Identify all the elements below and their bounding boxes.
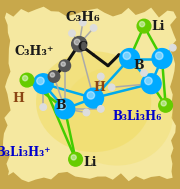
Circle shape: [33, 74, 53, 94]
Text: B: B: [56, 99, 67, 112]
Circle shape: [145, 77, 152, 85]
Circle shape: [58, 102, 66, 110]
Text: C: C: [78, 41, 88, 54]
Text: Li: Li: [152, 20, 165, 33]
Ellipse shape: [36, 51, 151, 152]
Circle shape: [61, 62, 65, 66]
Circle shape: [84, 88, 103, 108]
Circle shape: [20, 73, 34, 87]
Circle shape: [108, 84, 115, 91]
Circle shape: [72, 36, 87, 52]
Circle shape: [140, 22, 145, 27]
Circle shape: [74, 39, 80, 45]
Text: B₃Li₃H₃⁺: B₃Li₃H₃⁺: [0, 146, 51, 159]
Polygon shape: [1, 5, 179, 184]
Circle shape: [141, 74, 161, 94]
Circle shape: [59, 60, 71, 71]
Circle shape: [137, 19, 151, 33]
Ellipse shape: [61, 67, 173, 166]
Circle shape: [50, 73, 55, 77]
Circle shape: [55, 99, 75, 119]
Circle shape: [87, 91, 95, 99]
Circle shape: [123, 52, 131, 60]
Circle shape: [170, 44, 176, 51]
Circle shape: [159, 98, 172, 112]
Text: B: B: [133, 59, 144, 72]
Circle shape: [71, 155, 76, 160]
Circle shape: [98, 73, 104, 80]
Circle shape: [40, 104, 46, 110]
Circle shape: [22, 76, 28, 81]
Circle shape: [156, 52, 163, 60]
Circle shape: [48, 71, 60, 82]
Text: B₃Li₃H₆: B₃Li₃H₆: [112, 110, 161, 123]
Circle shape: [83, 109, 90, 116]
Text: C₃H₃⁺: C₃H₃⁺: [14, 45, 54, 58]
Text: Li: Li: [83, 156, 97, 169]
Circle shape: [69, 30, 75, 36]
Text: C₃H₆: C₃H₆: [66, 11, 100, 24]
Circle shape: [80, 19, 86, 26]
Circle shape: [98, 106, 104, 112]
Text: H: H: [93, 81, 105, 94]
Circle shape: [69, 153, 82, 166]
Circle shape: [161, 101, 166, 106]
Circle shape: [120, 49, 140, 68]
Circle shape: [37, 77, 44, 85]
Circle shape: [141, 70, 147, 76]
Circle shape: [152, 49, 172, 68]
Circle shape: [90, 25, 97, 31]
Text: H: H: [12, 92, 24, 105]
